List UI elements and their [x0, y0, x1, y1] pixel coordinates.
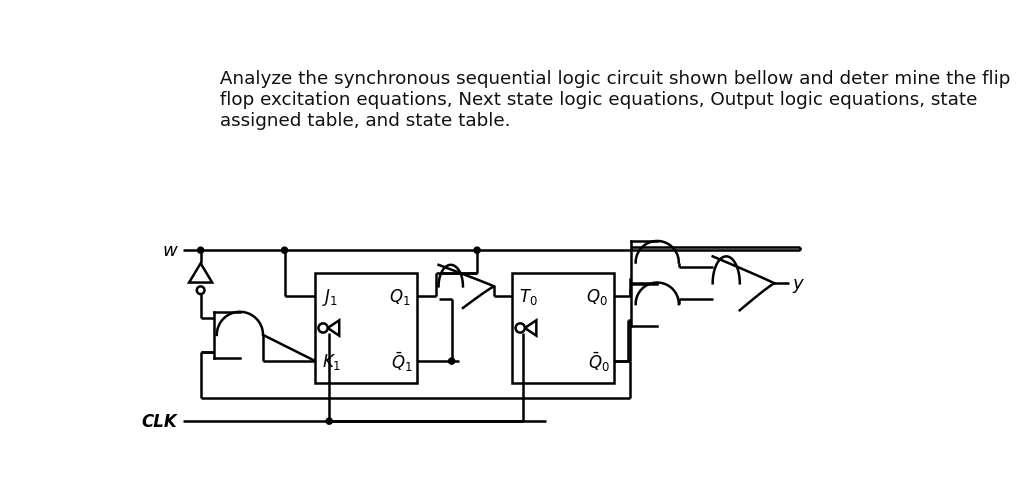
Bar [512, 274, 614, 383]
Polygon shape [524, 321, 537, 336]
Circle shape [326, 418, 333, 424]
Text: $J_1$: $J_1$ [322, 287, 338, 307]
Polygon shape [328, 321, 339, 336]
Text: w: w [162, 241, 177, 260]
Circle shape [474, 247, 480, 254]
Text: Analyze the synchronous sequential logic circuit shown bellow and deter mine the: Analyze the synchronous sequential logic… [214, 70, 1010, 130]
Text: $Q_0$: $Q_0$ [587, 287, 608, 307]
Text: y: y [793, 275, 804, 293]
Circle shape [449, 358, 455, 364]
Text: $\bar{Q}_0$: $\bar{Q}_0$ [588, 350, 609, 373]
Circle shape [515, 324, 525, 333]
Text: $T_0$: $T_0$ [518, 287, 538, 307]
Text: CLK: CLK [141, 412, 177, 430]
Polygon shape [189, 264, 212, 283]
Circle shape [282, 247, 288, 254]
Bar [315, 274, 417, 383]
Text: $K_1$: $K_1$ [322, 351, 341, 371]
Text: $Q_1$: $Q_1$ [389, 287, 411, 307]
Text: $\bar{Q}_1$: $\bar{Q}_1$ [391, 350, 413, 373]
Circle shape [197, 287, 205, 295]
Circle shape [198, 247, 204, 254]
Circle shape [318, 324, 328, 333]
